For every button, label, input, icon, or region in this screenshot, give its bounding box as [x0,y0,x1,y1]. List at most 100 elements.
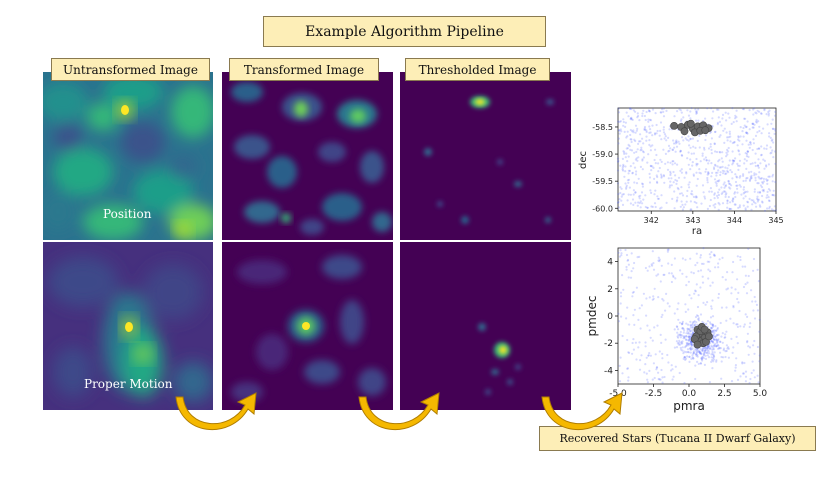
y-tick-label: -58.5 [592,123,613,132]
field-star-point [655,153,658,157]
field-star-point [772,156,775,159]
field-star-point [665,292,668,295]
field-star-point [746,200,749,203]
field-star-point [689,146,692,149]
field-star-point [626,367,630,370]
field-star-point [752,269,755,272]
field-star-point [699,160,702,163]
field-star-point [697,294,700,297]
field-star-point [674,277,677,280]
field-star-point [729,187,732,190]
field-star-point [702,301,705,304]
field-star-point [690,344,693,347]
field-star-point [711,367,714,370]
field-star-point [619,186,622,189]
field-star-point [643,114,646,118]
field-star-point [715,339,719,342]
field-star-point [642,109,645,112]
field-star-point [736,187,739,190]
field-star-point [712,356,715,360]
field-star-point [699,254,702,257]
field-star-point [706,345,709,348]
field-star-point [774,180,777,184]
field-star-point [723,336,726,339]
field-star-point [712,330,715,333]
field-star-point [678,192,682,195]
field-star-point [684,310,687,313]
field-star-point [625,187,628,190]
field-star-point [739,185,742,188]
field-star-point [616,182,620,185]
field-star-point [680,111,683,114]
field-star-point [652,297,655,300]
x-tick-label: 342 [644,216,659,225]
field-star-point [696,139,699,142]
field-star-point [676,331,679,334]
field-star-point [702,353,705,356]
field-star-point [711,315,715,318]
field-star-point [694,315,698,319]
field-star-point [732,161,735,164]
field-star-point [685,172,688,175]
field-star-point [696,261,699,264]
field-star-point [685,343,688,346]
field-star-point [731,141,734,145]
field-star-point [699,347,702,350]
field-star-point [651,144,654,147]
field-star-point [695,164,698,167]
field-star-point [716,123,719,126]
field-star-point [704,347,707,350]
field-star-point [768,207,771,210]
field-star-point [765,196,768,199]
field-star-point [645,139,648,142]
field-star-point [690,192,693,195]
field-star-point [729,317,732,320]
field-star-point [713,142,716,146]
field-star-point [703,146,706,149]
field-star-point [632,314,635,317]
field-star-point [717,339,720,342]
field-star-point [685,332,688,335]
field-star-point [622,165,625,168]
field-star-point [736,162,739,165]
field-star-point [715,150,719,154]
label-transformed-image: Transformed Image [229,58,379,81]
field-star-point [680,154,683,157]
field-star-point [691,326,694,329]
field-star-point [730,286,733,289]
field-star-point [662,299,665,302]
field-star-point [630,252,633,255]
field-star-point [704,349,707,352]
field-star-point [668,128,671,131]
field-star-point [747,345,750,348]
field-star-point [634,158,637,161]
field-star-point [766,190,769,193]
field-star-point [689,342,692,345]
field-star-point [670,280,673,284]
field-star-point [728,132,731,135]
field-star-point [749,175,752,178]
field-star-point [727,347,730,350]
field-star-point [712,329,715,332]
field-star-point [762,177,765,180]
field-star-point [642,292,645,295]
field-star-point [648,143,651,146]
field-star-point [677,188,680,191]
field-star-point [627,258,630,262]
field-star-point [726,347,729,350]
field-star-point [692,326,695,329]
field-star-point [644,341,647,344]
field-star-point [763,109,766,112]
field-star-point [690,357,693,360]
field-star-point [711,325,715,328]
field-star-point [742,197,745,200]
field-star-point [737,164,740,167]
field-star-point [662,128,665,131]
field-star-point [639,200,642,203]
field-star-point [662,131,666,134]
field-star-point [729,135,732,138]
field-star-point [703,352,706,355]
field-star-point [630,270,633,273]
field-star-point [629,128,632,132]
field-star-point [652,268,656,271]
